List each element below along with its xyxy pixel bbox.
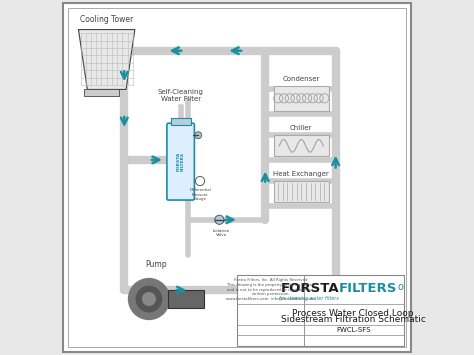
Text: Chiller: Chiller [290, 125, 312, 131]
Text: Cooling Tower: Cooling Tower [80, 15, 133, 24]
Text: Forsta Filters, Inc. All Rights Reserved
This drawing is the property of Forsta : Forsta Filters, Inc. All Rights Reserved… [226, 278, 315, 301]
Circle shape [195, 176, 205, 186]
Text: Process Water Closed Loop: Process Water Closed Loop [292, 309, 414, 318]
Polygon shape [79, 29, 135, 89]
Bar [274, 181, 328, 202]
Bar [274, 135, 328, 156]
Bar [274, 86, 328, 110]
Circle shape [136, 286, 162, 312]
Bar [171, 118, 191, 125]
Text: for cleaning water filters: for cleaning water filters [279, 296, 339, 301]
Text: FWCL-SFS: FWCL-SFS [336, 327, 371, 333]
Text: FORSTA
FILTERS: FORSTA FILTERS [176, 152, 185, 171]
Circle shape [215, 215, 224, 224]
Bar [168, 290, 203, 308]
Text: Pump: Pump [145, 260, 167, 269]
Text: FORSTA: FORSTA [281, 282, 339, 295]
Text: Self-Cleaning
Water Filter: Self-Cleaning Water Filter [158, 89, 203, 102]
Circle shape [195, 132, 202, 139]
Circle shape [128, 278, 170, 320]
Bar [237, 275, 404, 346]
Text: FILTERS: FILTERS [339, 282, 397, 295]
Text: Isolation
Valve: Isolation Valve [212, 229, 230, 237]
Text: Sidestream Filtration Schematic: Sidestream Filtration Schematic [281, 315, 426, 324]
Text: Differential
Pressure
Gauge: Differential Pressure Gauge [189, 188, 211, 201]
Bar [84, 89, 119, 97]
Text: Condenser: Condenser [283, 76, 320, 82]
Text: o: o [398, 282, 404, 292]
Circle shape [142, 292, 156, 306]
Text: Heat Exchanger: Heat Exchanger [273, 171, 329, 177]
FancyBboxPatch shape [167, 123, 194, 200]
